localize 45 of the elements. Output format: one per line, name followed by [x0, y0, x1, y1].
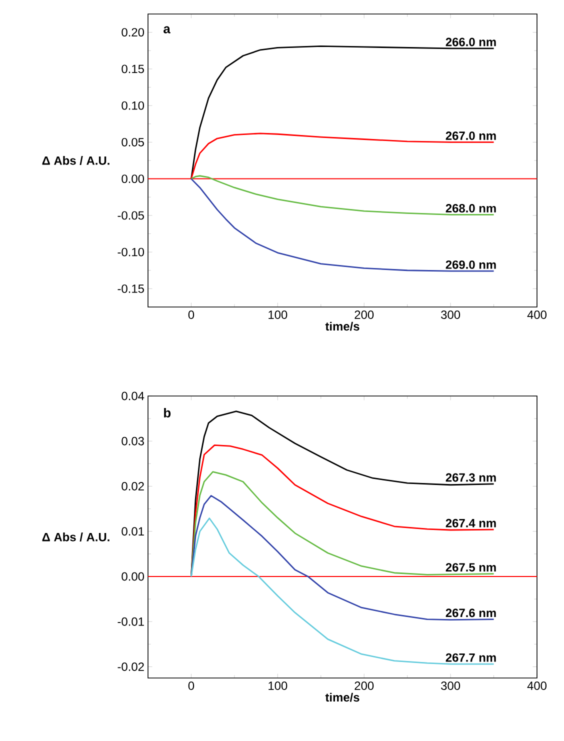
series-label: 267.6 nm [446, 608, 496, 618]
x-tick-label: 100 [268, 682, 288, 690]
annotation: b [164, 408, 171, 418]
y-tick-label: 0.15 [122, 64, 144, 74]
line-series [190, 518, 494, 665]
x-tick-label: 100 [268, 310, 288, 319]
line-series [190, 175, 494, 216]
y-tick-label: -0.15 [118, 284, 144, 293]
y-axis-title: Δ Abs / A.U. [42, 156, 110, 165]
series-label: 266.0 nm [446, 38, 496, 46]
series-label: 267.5 nm [446, 563, 496, 572]
y-tick-label: 0.20 [122, 28, 144, 37]
x-tick-label: 0 [188, 310, 194, 319]
y-tick-label: 0.10 [122, 101, 144, 110]
series-label: 267.0 nm [446, 132, 496, 140]
x-tick-label: 200 [354, 682, 374, 690]
x-tick-label: 400 [527, 682, 547, 690]
y-tick-label: -0.01 [118, 617, 144, 626]
x-tick-label: 200 [354, 310, 374, 319]
series-label: 267.3 nm [446, 473, 496, 482]
line-series [190, 178, 494, 272]
y-tick-label: 0.03 [122, 436, 144, 446]
y-tick-label: 0.00 [122, 174, 144, 184]
annotation: a [164, 26, 170, 34]
y-tick-label: 0.01 [122, 527, 144, 536]
y-tick-label: 0.05 [122, 138, 144, 146]
y-tick-label: 0.04 [122, 392, 144, 400]
x-axis-title: time/s [325, 322, 360, 331]
series-label: 268.0 nm [446, 204, 496, 212]
y-tick-label: -0.05 [118, 211, 144, 220]
x-tick-label: 300 [441, 682, 460, 690]
y-tick-label: -0.10 [118, 248, 144, 256]
series-label: 267.4 nm [446, 518, 496, 528]
series-label: 269.0 nm [446, 260, 496, 269]
x-tick-label: 0 [188, 682, 194, 690]
y-axis-title: Δ Abs / A.U. [42, 532, 110, 542]
y-tick-label: 0.00 [122, 572, 144, 581]
line-series [190, 471, 494, 578]
x-tick-label: 300 [441, 310, 460, 319]
line-series [190, 495, 494, 620]
x-axis-title: time/s [325, 692, 360, 702]
y-tick-label: -0.02 [118, 662, 144, 671]
y-tick-label: 0.02 [122, 482, 144, 490]
series-label: 267.7 nm [446, 653, 496, 662]
x-tick-label: 400 [527, 310, 547, 319]
